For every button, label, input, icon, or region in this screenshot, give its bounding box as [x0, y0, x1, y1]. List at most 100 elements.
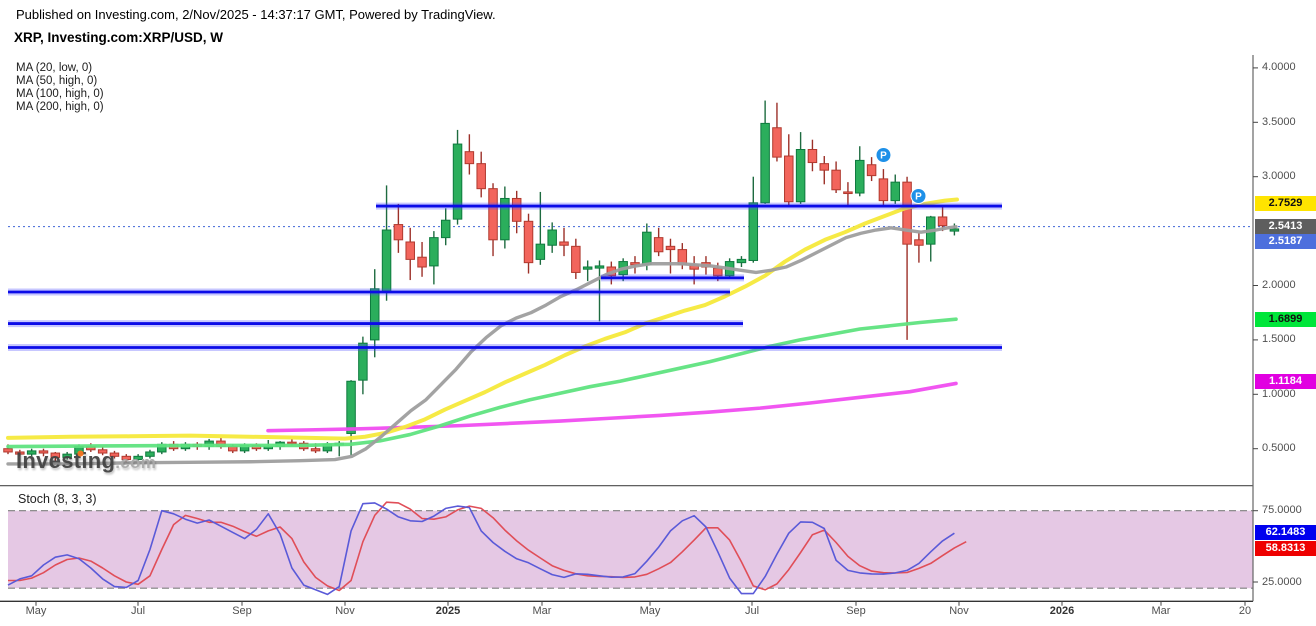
candle-body — [795, 149, 806, 203]
candle-body — [571, 245, 581, 273]
candle — [559, 227, 569, 257]
candle — [535, 191, 546, 265]
candle-body — [109, 452, 120, 457]
price-tick-label: 3.0000 — [1262, 170, 1296, 183]
candle-body — [582, 266, 593, 270]
candle — [736, 256, 747, 268]
stoch-tick-label: 25.0000 — [1262, 575, 1302, 588]
candle-body — [15, 451, 25, 455]
candle — [26, 448, 37, 457]
candle-body — [452, 143, 463, 220]
candle-body — [890, 181, 900, 202]
stoch-value-tag: 62.1483 — [1255, 525, 1316, 540]
candle-body — [843, 191, 853, 195]
candle-body — [535, 243, 546, 260]
time-tick-label: Mar — [532, 605, 552, 617]
investing-watermark: Investing.com — [16, 448, 156, 474]
candle-body — [38, 450, 49, 454]
time-tick-label: 2025 — [435, 605, 461, 617]
candle-body — [736, 258, 747, 264]
candle — [890, 174, 900, 204]
candle — [62, 451, 72, 460]
candle — [523, 213, 534, 274]
logo-orange-dot-icon — [78, 451, 83, 456]
candle — [145, 449, 155, 459]
candle — [452, 129, 463, 225]
candle — [937, 206, 948, 232]
candle-body — [866, 164, 877, 177]
candle — [488, 183, 498, 257]
price-tag: 1.6899 — [1255, 311, 1316, 327]
price-tick-label: 1.0000 — [1262, 387, 1296, 400]
time-tick-label: Mar — [1151, 605, 1171, 617]
candle — [38, 448, 49, 457]
candle-body — [772, 127, 782, 158]
candle — [843, 182, 853, 207]
pivot-letter: P — [880, 151, 887, 162]
time-tick-label: May — [639, 605, 661, 617]
candle — [547, 222, 557, 253]
candle-body — [393, 224, 404, 241]
candle — [866, 157, 877, 182]
chart-title: XRP, Investing.com:XRP/USD, W — [14, 30, 224, 45]
time-tick-label: May — [25, 605, 47, 617]
candle — [440, 208, 451, 246]
pivot-letter: P — [915, 192, 922, 203]
candle — [784, 134, 794, 205]
candle — [417, 241, 427, 277]
time-tick-label: Jul — [744, 605, 760, 617]
candle-body — [748, 202, 759, 261]
candle — [369, 269, 380, 358]
pivot-marker-0[interactable]: P — [875, 147, 892, 163]
candle — [571, 238, 581, 279]
time-tick-label: Nov — [949, 605, 969, 617]
stoch-k-line — [7, 502, 955, 596]
candle-body — [145, 451, 155, 457]
candle-body — [511, 197, 522, 222]
pivot-circle-icon[interactable] — [875, 147, 892, 163]
pivot-marker-1[interactable]: P — [910, 188, 927, 204]
candles-group — [3, 100, 960, 463]
candle-body — [358, 342, 368, 381]
price-tag: 2.5413 — [1255, 219, 1316, 235]
price-tick-label: 1.5000 — [1262, 333, 1296, 346]
candle — [464, 134, 475, 175]
candle-body — [287, 441, 297, 445]
candle-body — [121, 455, 132, 461]
candle-body — [819, 163, 830, 171]
candle-body — [500, 197, 510, 241]
time-tick-label: Nov — [335, 605, 355, 617]
investing-logo-text: Investing — [16, 448, 116, 473]
stoch-tick-label: 75.0000 — [1262, 504, 1302, 517]
price-tag: 2.7529 — [1255, 196, 1316, 212]
price-tick-label: 2.0000 — [1262, 279, 1296, 291]
candle-body — [642, 231, 652, 266]
candle — [476, 151, 486, 198]
candle-body — [831, 169, 841, 191]
candle-body — [476, 163, 486, 190]
candle — [807, 139, 818, 172]
candle — [15, 449, 25, 457]
ma-50-line — [6, 197, 959, 441]
ma-legend: MA (20, low, 0) MA (50, high, 0) MA (100… — [16, 62, 104, 114]
candle-body — [665, 245, 676, 251]
candle — [582, 260, 593, 282]
candle — [878, 169, 889, 207]
candle-body — [3, 448, 13, 453]
ma-100-line — [6, 317, 958, 449]
candle — [511, 190, 522, 234]
candle — [653, 227, 664, 257]
ma-20-line — [6, 225, 958, 466]
stoch-d-line — [8, 501, 967, 592]
candle-body — [949, 228, 960, 232]
price-tick-label: 3.5000 — [1262, 115, 1296, 128]
pivot-circle-icon[interactable] — [910, 188, 927, 204]
price-tag: 1.1184 — [1255, 373, 1316, 389]
stoch-value-tag: 58.8313 — [1255, 540, 1316, 556]
price-tag: 2.5187 — [1255, 234, 1316, 249]
candle — [902, 176, 912, 340]
ma-legend-200: MA (200, high, 0) — [16, 101, 104, 113]
candle-body — [310, 448, 321, 452]
